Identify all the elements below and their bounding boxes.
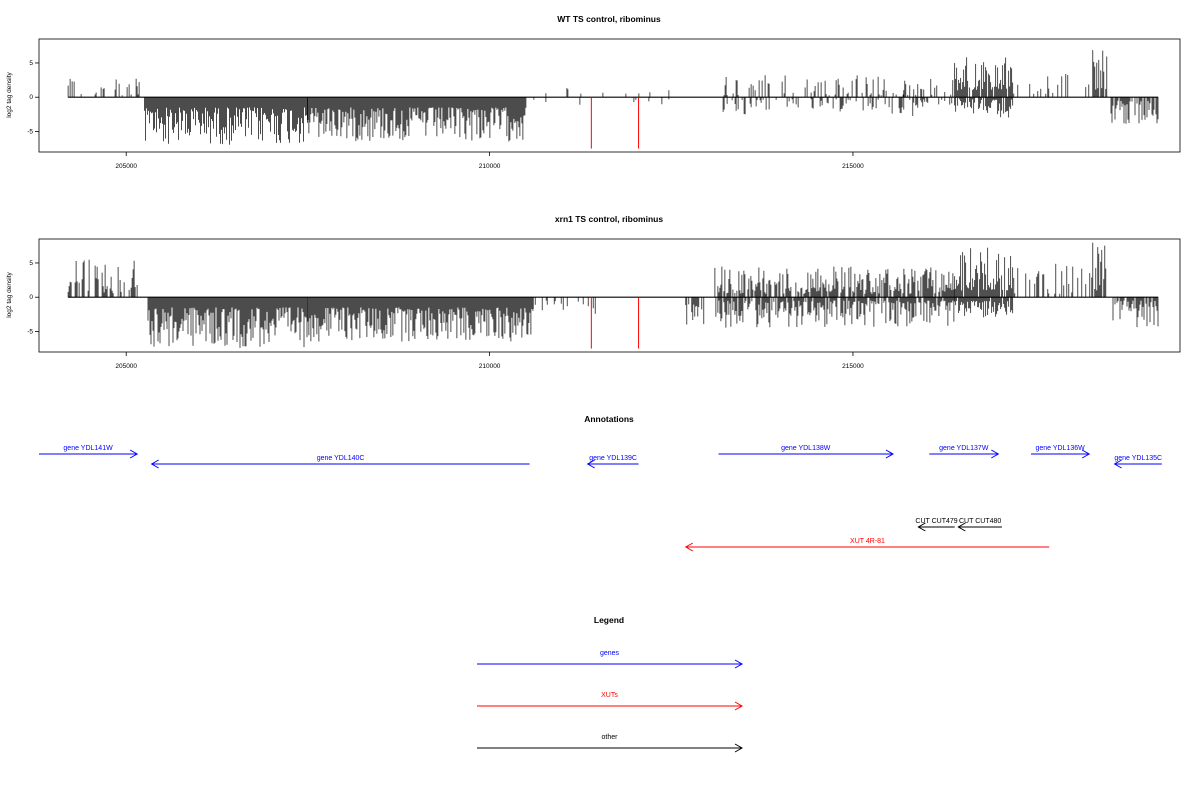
arrow-head-icon: [150, 459, 159, 469]
legend-item-other: other: [477, 734, 744, 753]
x-tick-label: 210000: [479, 363, 501, 370]
arrow-head-icon: [917, 522, 926, 532]
feature-gene-ydl140c: gene YDL140C: [150, 455, 530, 469]
track-panel-wt: WT TS control, ribominus log2 tag densit…: [6, 14, 1181, 170]
track-panel-xrn1: xrn1 TS control, ribominus log2 tag dens…: [6, 214, 1181, 370]
feature-gene-ydl139c: gene YDL139C: [586, 455, 639, 469]
annotations-title: Annotations: [584, 414, 634, 424]
legend-title: Legend: [594, 615, 624, 625]
x-tick-label: 215000: [842, 363, 864, 370]
track-title-wt: WT TS control, ribominus: [557, 14, 661, 24]
y-tick-label: 5: [29, 260, 33, 267]
feature-label: gene YDL137W: [939, 445, 989, 452]
feature-gene-ydl135c: gene YDL135C: [1113, 455, 1162, 469]
x-tick-label: 215000: [842, 163, 864, 170]
arrow-head-icon: [684, 542, 694, 552]
arrow-head-icon: [734, 743, 744, 753]
plot-area-wt: 5 0 -5 205000 210000 215000: [27, 50, 1159, 170]
feature-label: gene YDL141W: [63, 445, 113, 452]
legend-item-xuts: XUTs: [477, 692, 744, 711]
y-tick-label: -5: [27, 328, 33, 335]
legend-item-genes: genes: [477, 650, 744, 669]
arrow-head-icon: [1081, 449, 1091, 459]
arrow-head-icon: [586, 459, 595, 469]
y-tick-label: -5: [27, 128, 33, 135]
feature-gene-ydl138w: gene YDL138W: [718, 445, 894, 459]
arrow-head-icon: [734, 659, 744, 669]
feature-gene-ydl141w: gene YDL141W: [39, 445, 139, 459]
legend-label: genes: [600, 650, 620, 657]
track-title-xrn1: xrn1 TS control, ribominus: [555, 214, 663, 224]
annotation-features: gene YDL141W gene YDL140C gene YDL139C gene…: [39, 445, 1162, 552]
feature-label: CUT CUT480: [959, 518, 1001, 525]
y-tick-label: 0: [29, 294, 33, 301]
arrow-head-icon: [1113, 459, 1122, 469]
y-tick-label: 0: [29, 94, 33, 101]
feature-xut-4r-81: XUT 4R-81: [684, 538, 1050, 552]
x-tick-label: 210000: [479, 163, 501, 170]
feature-label: gene YDL135C: [1114, 455, 1162, 462]
x-tick-label: 205000: [115, 363, 137, 370]
legend-label: XUTs: [601, 692, 618, 699]
arrow-head-icon: [991, 449, 1000, 459]
arrow-head-icon: [957, 522, 966, 532]
plot-area-xrn1: 5 0 -5 205000 210000 215000: [27, 242, 1159, 370]
feature-label: CUT CUT479: [915, 518, 957, 525]
y-axis-label-wt: log2 tag density: [6, 71, 13, 117]
arrow-head-icon: [129, 449, 139, 459]
feature-cut-cut480: CUT CUT480: [957, 518, 1002, 532]
x-tick-label: 205000: [115, 163, 137, 170]
legend-items: genes XUTs other: [477, 650, 744, 753]
feature-cut-cut479: CUT CUT479: [915, 518, 958, 532]
feature-gene-ydl137w: gene YDL137W: [929, 445, 1000, 459]
legend-panel: Legend genes XUTs other: [477, 615, 744, 753]
y-tick-label: 5: [29, 60, 33, 67]
arrow-head-icon: [734, 701, 744, 711]
y-axis-label-xrn1: log2 tag density: [6, 271, 13, 317]
feature-label: gene YDL139C: [589, 455, 637, 462]
feature-label: gene YDL140C: [317, 455, 365, 462]
plot-frame-wt: [38, 38, 1181, 153]
legend-label: other: [602, 734, 619, 741]
plot-frame-xrn1: [38, 238, 1181, 353]
feature-gene-ydl136w: gene YDL136W: [1031, 445, 1091, 459]
feature-label: gene YDL138W: [781, 445, 831, 452]
arrow-head-icon: [885, 449, 894, 459]
feature-label: XUT 4R-81: [850, 538, 885, 545]
feature-label: gene YDL136W: [1035, 445, 1085, 452]
